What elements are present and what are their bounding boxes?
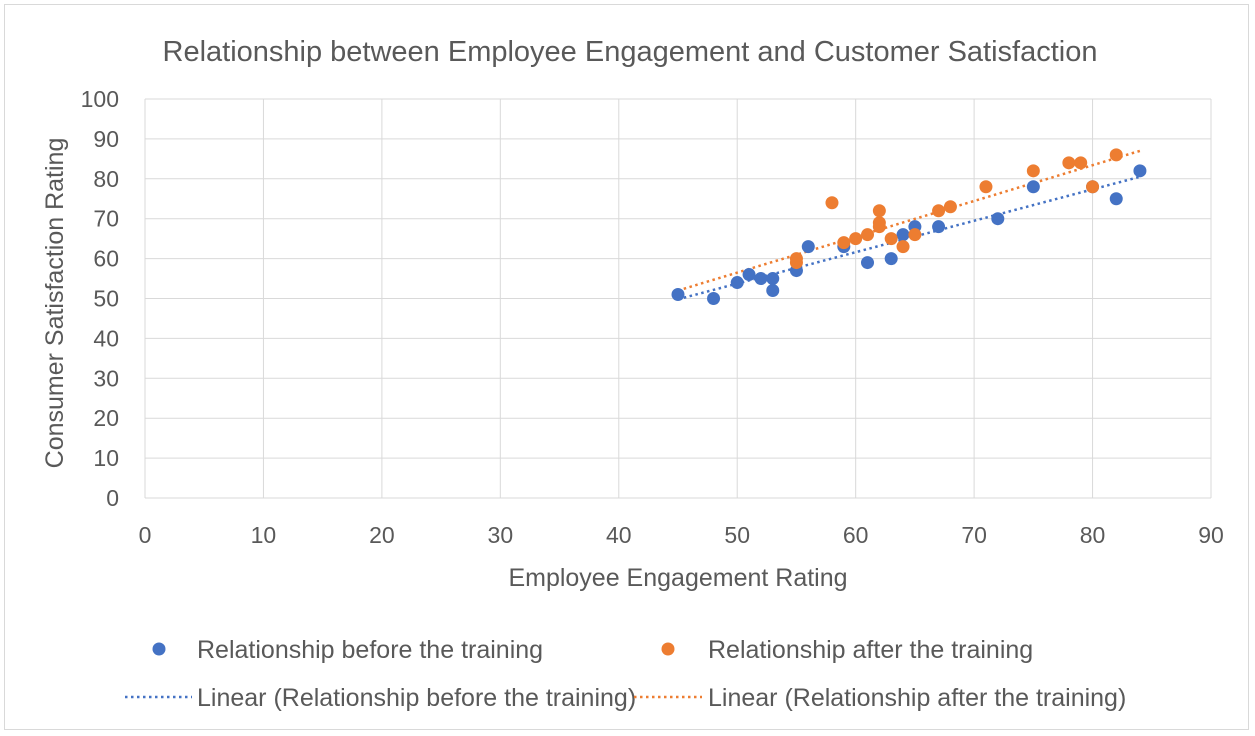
data-point-before <box>861 256 875 270</box>
data-point-after <box>789 252 803 266</box>
data-point-before <box>766 284 780 298</box>
data-point-before <box>801 240 815 254</box>
x-tick-label: 80 <box>1080 522 1106 548</box>
data-point-before <box>766 272 780 286</box>
chart-title: Relationship between Employee Engagement… <box>163 36 1098 68</box>
x-tick-label: 0 <box>139 522 152 548</box>
data-point-after <box>884 232 898 246</box>
data-point-after <box>872 204 886 218</box>
data-point-after <box>861 228 875 242</box>
data-point-before <box>754 272 768 286</box>
tick-labels: 0 10 20 30 40 50 60 70 80 90 100 0 10 20 30 40 50 60 70 80 9… <box>81 86 1224 548</box>
data-point-after <box>1074 156 1088 170</box>
data-point-before <box>730 276 744 290</box>
data-point-before <box>671 288 685 302</box>
data-point-before <box>896 228 910 242</box>
data-point-before <box>742 268 756 282</box>
data-point-after <box>979 180 993 194</box>
y-tick-label: 70 <box>93 206 119 232</box>
x-tick-label: 10 <box>251 522 277 548</box>
y-tick-label: 10 <box>93 445 119 471</box>
x-tick-label: 30 <box>488 522 514 548</box>
data-point-before <box>932 220 946 234</box>
y-axis-label: Consumer Satisfaction Rating <box>41 138 69 469</box>
x-axis-label: Employee Engagement Rating <box>508 564 847 592</box>
y-tick-label: 80 <box>93 166 119 192</box>
data-point-after <box>932 204 946 218</box>
y-tick-label: 40 <box>93 325 119 351</box>
chart-frame: Relationship between Employee Engagement… <box>4 4 1249 730</box>
x-tick-label: 20 <box>369 522 395 548</box>
x-tick-label: 90 <box>1198 522 1224 548</box>
legend-label-trend-before: Linear (Relationship before the training… <box>197 684 636 712</box>
data-point-after <box>872 216 886 230</box>
legend-marker-after <box>661 642 675 656</box>
data-points <box>671 148 1147 305</box>
trendline-after <box>677 149 1141 292</box>
y-tick-label: 30 <box>93 365 119 391</box>
data-point-after <box>849 232 863 246</box>
data-point-after <box>1086 180 1100 194</box>
data-point-after <box>1062 156 1076 170</box>
data-point-before <box>884 252 898 266</box>
scatter-chart: Relationship between Employee Engagement… <box>41 36 1224 712</box>
y-tick-label: 20 <box>93 405 119 431</box>
legend: Relationship before the training Relatio… <box>125 636 1126 712</box>
x-tick-label: 60 <box>843 522 869 548</box>
data-point-after <box>896 240 910 254</box>
data-point-before <box>707 292 721 305</box>
data-point-after <box>837 236 851 250</box>
x-tick-label: 40 <box>606 522 632 548</box>
legend-label-before: Relationship before the training <box>197 636 543 664</box>
legend-marker-before <box>152 642 166 656</box>
data-point-after <box>943 200 957 214</box>
x-tick-label: 70 <box>961 522 987 548</box>
trendline-before <box>677 175 1141 301</box>
y-tick-label: 0 <box>106 485 119 511</box>
data-point-before <box>1026 180 1040 194</box>
legend-label-trend-after: Linear (Relationship after the training) <box>708 684 1126 712</box>
y-tick-label: 90 <box>93 126 119 152</box>
y-tick-label: 100 <box>81 86 119 112</box>
data-point-before <box>1109 192 1123 206</box>
data-point-after <box>1109 148 1123 162</box>
data-point-after <box>908 228 922 242</box>
y-tick-label: 50 <box>93 286 119 312</box>
data-point-after <box>825 196 839 210</box>
x-tick-label: 50 <box>724 522 750 548</box>
data-point-before <box>1133 164 1147 178</box>
y-tick-label: 60 <box>93 246 119 272</box>
data-point-after <box>1026 164 1040 178</box>
legend-label-after: Relationship after the training <box>708 636 1033 664</box>
data-point-before <box>991 212 1005 226</box>
